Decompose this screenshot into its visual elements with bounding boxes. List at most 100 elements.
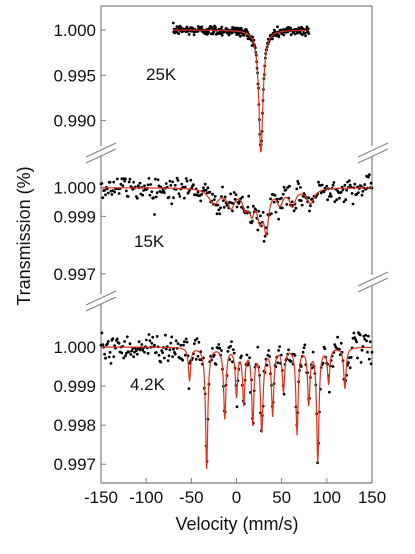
data-point (154, 195, 158, 199)
data-point (345, 188, 348, 192)
data-point (133, 350, 136, 354)
data-point (295, 187, 299, 191)
data-point (277, 35, 281, 39)
data-point (206, 186, 210, 190)
data-point (347, 361, 350, 365)
axis-break-mark (85, 296, 117, 312)
data-point (217, 208, 221, 212)
data-point (293, 354, 297, 357)
data-point (106, 340, 110, 343)
data-point (264, 226, 268, 230)
data-point (356, 356, 359, 360)
data-point (333, 343, 337, 346)
data-point (124, 354, 127, 358)
data-point (183, 353, 187, 357)
data-point (153, 213, 156, 216)
data-point (148, 193, 152, 197)
data-point (280, 206, 284, 210)
data-point (163, 356, 166, 360)
data-point (290, 200, 294, 204)
fit-curve (101, 346, 372, 470)
data-point (226, 350, 230, 353)
data-point (172, 347, 175, 351)
data-point (360, 348, 364, 352)
data-point (155, 191, 159, 195)
data-point (121, 184, 125, 188)
data-point (235, 405, 239, 409)
data-point (262, 240, 266, 243)
data-point (169, 184, 173, 187)
data-point (172, 196, 175, 200)
data-point (358, 333, 362, 337)
data-point (167, 195, 171, 199)
data-point (154, 177, 157, 181)
data-point (122, 356, 126, 360)
data-point (104, 193, 107, 197)
data-point (336, 335, 339, 339)
data-point (140, 343, 144, 346)
data-point (355, 192, 358, 196)
data-point (218, 346, 222, 350)
data-point (159, 360, 163, 364)
data-point (128, 177, 132, 181)
data-point (299, 365, 303, 368)
data-point (220, 349, 223, 352)
data-point (246, 30, 250, 34)
data-point (101, 196, 105, 200)
data-point (342, 200, 346, 204)
x-tick-label: -150 (84, 488, 118, 507)
data-point (215, 212, 219, 216)
data-point (287, 348, 290, 352)
x-tick-label: 50 (272, 488, 291, 507)
data-point (369, 181, 373, 185)
data-point (246, 205, 250, 209)
data-point (230, 340, 233, 343)
data-point (166, 359, 170, 362)
data-point (212, 198, 216, 202)
y-tick-label: 0.998 (53, 416, 96, 435)
data-point (233, 197, 237, 201)
data-point (182, 343, 185, 347)
data-point (115, 337, 119, 341)
data-point (117, 341, 121, 345)
data-point (173, 352, 177, 356)
x-tick-label: 100 (313, 488, 341, 507)
data-point (367, 175, 370, 179)
data-point (192, 183, 195, 187)
data-point (155, 335, 159, 338)
data-point (365, 339, 368, 343)
data-point (282, 33, 286, 37)
data-point (299, 186, 302, 189)
data-point (241, 195, 244, 199)
data-point (220, 33, 224, 37)
data-point (208, 190, 212, 194)
data-point (105, 342, 109, 346)
data-point (296, 180, 300, 183)
data-point (107, 355, 111, 359)
axis-break-mark (85, 142, 117, 158)
data-point (211, 347, 214, 350)
data-point (282, 185, 286, 189)
data-point (171, 355, 175, 358)
data-point (149, 183, 153, 186)
data-point (229, 344, 233, 348)
data-point (123, 340, 126, 343)
data-point (137, 340, 141, 344)
data-point (127, 350, 131, 354)
data-point (339, 341, 343, 345)
y-tick-label: 0.999 (53, 377, 96, 396)
data-point (193, 338, 197, 342)
data-point (167, 354, 171, 358)
data-point (301, 350, 305, 354)
data-point (351, 202, 355, 206)
data-point (367, 334, 370, 338)
data-point (185, 179, 189, 183)
data-point (135, 196, 139, 200)
data-point (247, 194, 251, 198)
data-point (273, 30, 277, 33)
data-point (274, 210, 278, 214)
data-point (277, 349, 280, 352)
data-point (309, 204, 312, 208)
data-point (169, 341, 173, 345)
plot-frame (85, 5, 389, 484)
